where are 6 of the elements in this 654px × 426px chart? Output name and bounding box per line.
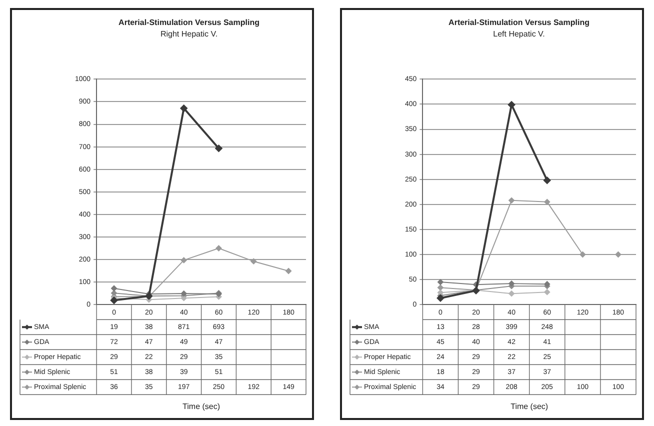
chart-subtitle: Right Hepatic V.	[160, 30, 218, 39]
x-axis-title: Time (sec)	[182, 402, 220, 411]
chart-title: Arterial-Stimulation Versus Sampling	[118, 18, 260, 28]
chart-title: Arterial-Stimulation Versus Sampling	[448, 18, 590, 28]
chart-subtitle: Left Hepatic V.	[493, 30, 545, 39]
x-axis-title: Time (sec)	[510, 402, 548, 411]
